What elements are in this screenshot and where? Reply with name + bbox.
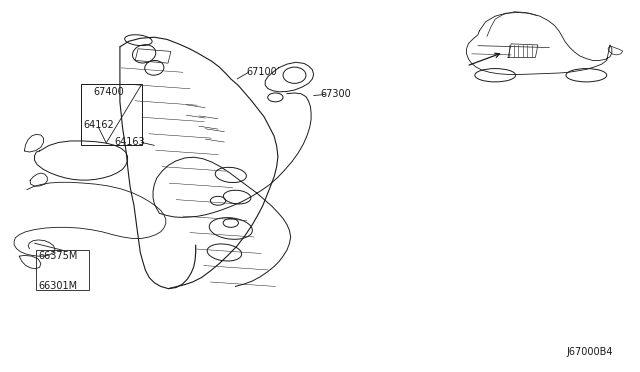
Bar [135, 49, 171, 63]
Bar [36, 250, 89, 290]
Text: 67100: 67100 [246, 67, 278, 77]
Text: 64163: 64163 [115, 137, 145, 147]
Bar [81, 84, 141, 145]
Text: 66375M: 66375M [38, 251, 77, 261]
Text: J67000B4: J67000B4 [566, 347, 613, 357]
Text: 66301M: 66301M [38, 281, 77, 291]
Text: 64162: 64162 [83, 120, 114, 130]
Text: 67400: 67400 [94, 87, 125, 97]
Text: 67300: 67300 [320, 89, 351, 99]
